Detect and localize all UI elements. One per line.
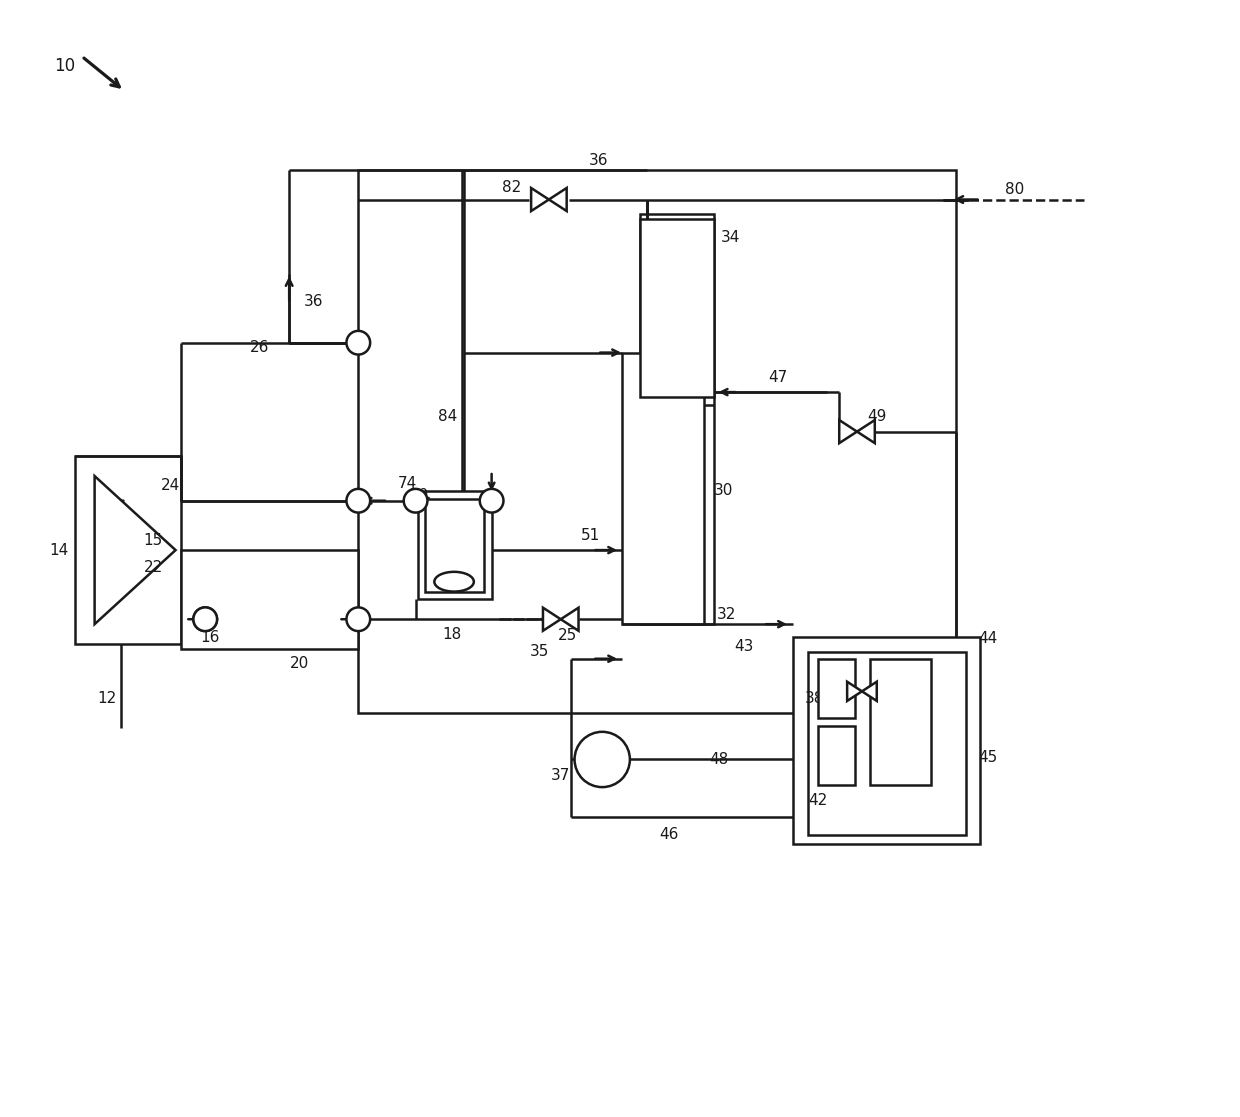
Text: 51: 51: [580, 528, 600, 543]
Text: 84: 84: [438, 409, 456, 424]
Circle shape: [193, 608, 217, 631]
Text: 14: 14: [50, 543, 68, 557]
Polygon shape: [847, 681, 862, 701]
Text: 43: 43: [734, 639, 753, 655]
Polygon shape: [543, 608, 560, 631]
Text: 49: 49: [867, 409, 887, 424]
Text: 41: 41: [895, 690, 914, 706]
Bar: [74, 456, 181, 643]
Circle shape: [480, 489, 503, 513]
Polygon shape: [560, 608, 579, 631]
Text: 26: 26: [249, 341, 269, 355]
Bar: [807, 652, 966, 834]
Polygon shape: [94, 476, 176, 624]
Text: 25: 25: [558, 628, 578, 642]
Text: 12: 12: [97, 690, 117, 706]
Text: 39: 39: [835, 667, 854, 682]
Circle shape: [193, 608, 217, 631]
Bar: [622, 353, 704, 624]
Text: 47: 47: [769, 370, 787, 384]
Text: 44: 44: [978, 631, 998, 647]
Text: 20: 20: [289, 656, 309, 671]
Text: 10: 10: [55, 57, 76, 75]
Text: 46: 46: [660, 827, 680, 842]
Circle shape: [346, 331, 371, 354]
Text: 34: 34: [720, 230, 740, 245]
Bar: [358, 170, 956, 713]
Text: 82: 82: [502, 180, 521, 195]
Text: 37: 37: [551, 767, 570, 783]
Bar: [181, 550, 358, 649]
Bar: [640, 219, 714, 397]
Text: 24: 24: [161, 478, 180, 494]
Polygon shape: [531, 188, 549, 211]
Text: 15: 15: [144, 533, 162, 547]
Text: 36: 36: [304, 294, 324, 308]
Bar: [640, 214, 714, 624]
Polygon shape: [857, 420, 874, 443]
Bar: [817, 659, 856, 718]
Text: 70: 70: [410, 488, 429, 504]
Bar: [869, 659, 931, 785]
Circle shape: [346, 608, 371, 631]
Text: 38: 38: [805, 690, 825, 706]
Bar: [817, 726, 856, 785]
Text: 18: 18: [443, 627, 461, 641]
Ellipse shape: [434, 572, 474, 592]
Text: 74: 74: [398, 477, 418, 491]
Polygon shape: [549, 188, 567, 211]
Text: 42: 42: [808, 793, 827, 809]
Polygon shape: [862, 681, 877, 701]
Circle shape: [404, 489, 428, 513]
Text: 80: 80: [1006, 182, 1024, 197]
Text: 32: 32: [717, 607, 737, 622]
Polygon shape: [839, 420, 857, 443]
Text: 45: 45: [978, 750, 998, 765]
Text: 22: 22: [144, 561, 164, 575]
Text: 48: 48: [709, 752, 728, 767]
Text: 16: 16: [201, 630, 219, 645]
Circle shape: [346, 489, 371, 513]
Circle shape: [574, 732, 630, 787]
Text: 35: 35: [529, 645, 549, 659]
Bar: [418, 490, 491, 600]
Bar: [425, 499, 484, 592]
Text: 30: 30: [714, 484, 733, 498]
Bar: [792, 637, 981, 844]
Text: 36: 36: [589, 153, 608, 168]
